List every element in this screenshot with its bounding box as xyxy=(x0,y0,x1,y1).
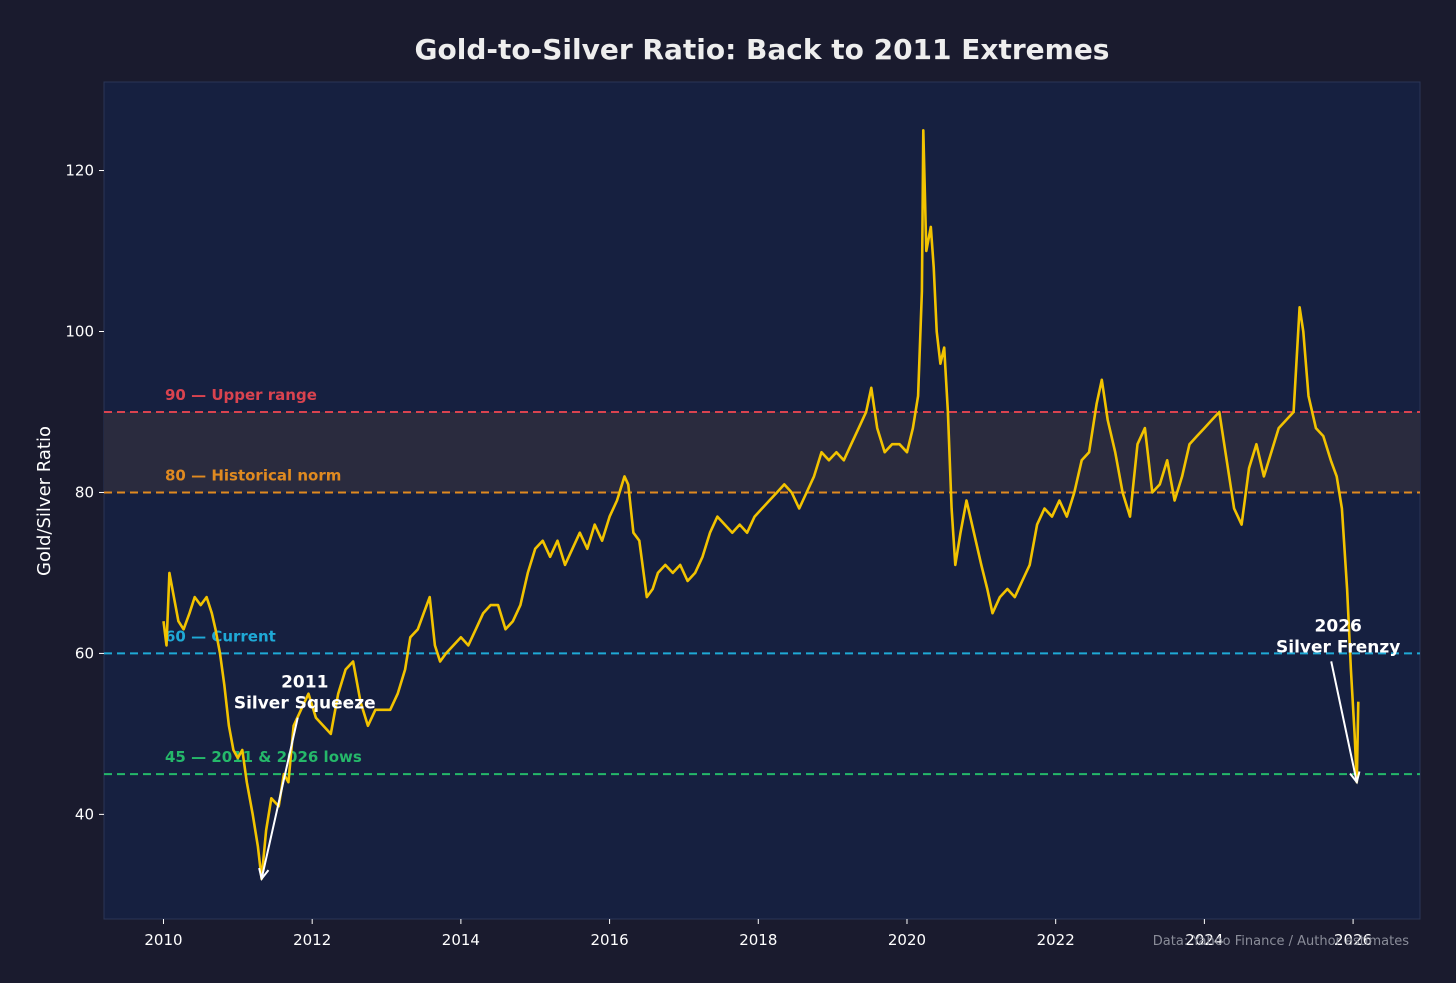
x-tick-label-2026: 2026 xyxy=(1334,931,1372,949)
y-axis-label: Gold/Silver Ratio xyxy=(34,426,55,576)
plot-area xyxy=(103,81,1421,920)
y-tick-label-60: 60 xyxy=(75,644,94,662)
x-tick-label-2010: 2010 xyxy=(144,931,182,949)
annotation-arrow-1 xyxy=(1330,661,1358,783)
y-tick-label-80: 80 xyxy=(75,483,94,501)
x-tick-label-2014: 2014 xyxy=(442,931,480,949)
reference-label-90: 90 — Upper range xyxy=(165,386,317,404)
series-layer xyxy=(162,129,1360,881)
shaded-band-layer xyxy=(104,411,1420,493)
y-tick-label-120: 120 xyxy=(65,162,94,180)
reference-label-60: 60 — Current xyxy=(165,627,276,645)
annotation-text-1-0: 2026 xyxy=(1315,616,1362,636)
annotation-arrowhead-0 xyxy=(258,867,270,882)
x-tick-label-2020: 2020 xyxy=(888,931,926,949)
y-tick-label-100: 100 xyxy=(65,322,94,340)
x-tick-label-2012: 2012 xyxy=(293,931,331,949)
y-tick-label-40: 40 xyxy=(75,805,94,823)
annotation-text-0-1: Silver Squeeze xyxy=(234,694,376,714)
annotation-text-1-1: Silver Frenzy xyxy=(1276,637,1400,657)
x-tick-label-2018: 2018 xyxy=(739,931,777,949)
annotation-arrow-0 xyxy=(260,717,299,879)
x-tick-label-2022: 2022 xyxy=(1037,931,1075,949)
series-line-gold-silver-ratio xyxy=(162,129,1360,881)
shaded-band-80-90 xyxy=(104,411,1420,493)
reference-lines-layer: 90 — Upper range 80 — Historical norm 60 —… xyxy=(104,386,1420,776)
source-note: Data: Yahoo Finance / Author estimates xyxy=(1153,934,1409,949)
chart-title: Gold-to-Silver Ratio: Back to 2011 Extre… xyxy=(415,33,1110,66)
axes-layer: 2010 2012 2014 2016 2018 2020 2022 2024 2026 40 60… xyxy=(65,162,1372,949)
x-tick-label-2016: 2016 xyxy=(590,931,628,949)
reference-label-80: 80 — Historical norm xyxy=(165,466,341,484)
annotation-arrowhead-1 xyxy=(1349,771,1361,785)
x-tick-label-2024: 2024 xyxy=(1185,931,1223,949)
reference-label-45: 45 — 2011 & 2026 lows xyxy=(165,748,362,766)
annotation-text-0-0: 2011 xyxy=(281,673,328,693)
